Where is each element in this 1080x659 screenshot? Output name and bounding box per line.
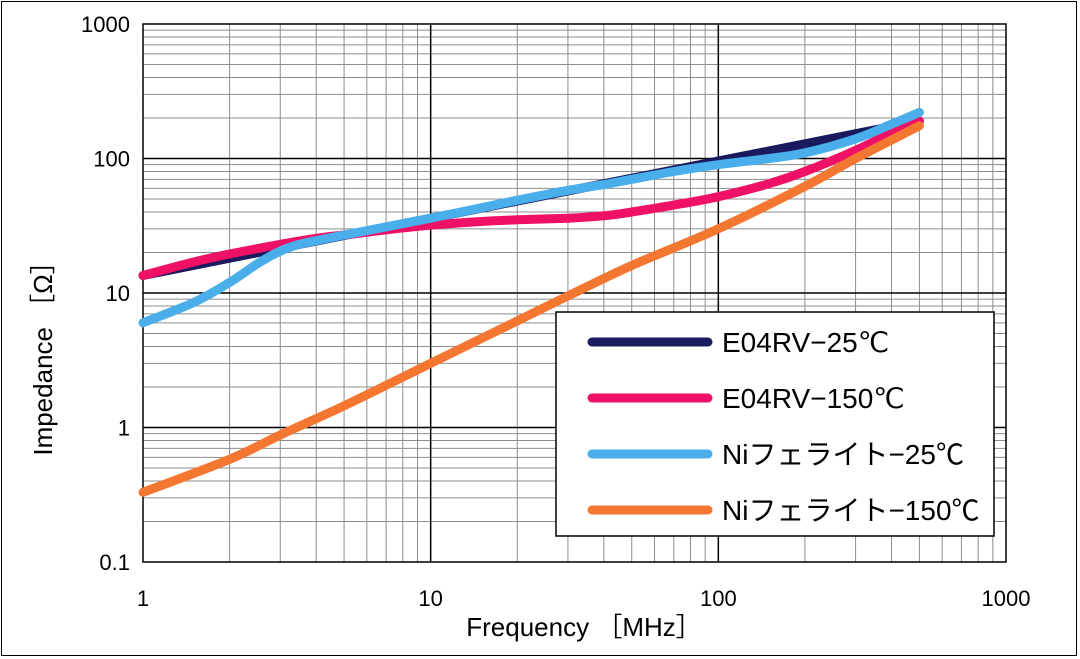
legend-label: E04RV−150℃ [722,383,905,414]
series-line-4 [138,121,924,497]
y-tick-labels: 0.1 1 10 100 1000 [81,12,130,575]
legend-box [555,311,995,537]
legend-label: Niフェライト−25℃ [722,439,964,470]
legend-label: E04RV−25℃ [722,327,889,358]
series-layer [138,107,924,497]
y-tick-label: 10 [106,281,130,306]
x-tick-label: 100 [700,586,737,611]
x-tick-label: 1 [137,586,149,611]
x-axis-label: Frequency ［MHz］ [466,612,702,642]
x-tick-label: 1000 [982,586,1031,611]
plot-area-border [142,23,1007,563]
y-axis-label: Impedance ［Ω］ [28,248,58,455]
y-tick-label: 1 [118,416,130,441]
legend: E04RV−25℃ E04RV−150℃ Niフェライト−25℃ Niフェライト−15… [555,311,995,537]
series-line-3 [138,107,924,328]
legend-label: Niフェライト−150℃ [722,495,980,526]
x-tick-labels: 1 10 100 1000 [137,586,1031,611]
y-tick-label: 1000 [81,12,130,37]
y-tick-label: 100 [93,147,130,172]
y-tick-label: 0.1 [99,550,130,575]
x-tick-label: 10 [418,586,442,611]
series-line-2 [138,116,924,280]
